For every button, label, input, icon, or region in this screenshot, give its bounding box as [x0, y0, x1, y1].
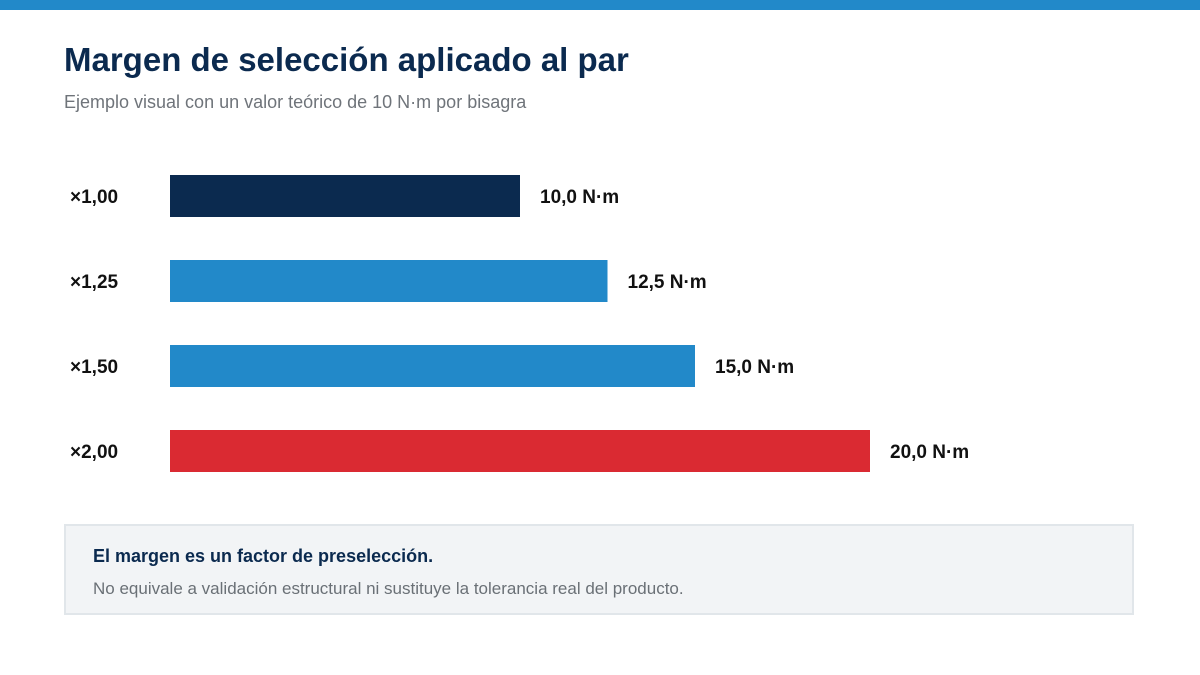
torque-margin-bar-chart: ×1,00 10,0 N·m ×1,25 12,5 N·m ×1,50 15,0 N·m ×…	[70, 175, 969, 472]
category-label: ×2,00	[70, 442, 118, 463]
note-body: No equivale a validación estructural ni …	[93, 579, 684, 598]
value-label: 20,0 N·m	[890, 442, 969, 463]
category-label: ×1,25	[70, 272, 119, 293]
value-label: 15,0 N·m	[715, 357, 794, 378]
note-box: El margen es un factor de preselección. …	[64, 524, 1134, 615]
bar	[170, 430, 870, 472]
category-label: ×1,50	[70, 357, 118, 378]
page-subtitle: Ejemplo visual con un valor teórico de 1…	[64, 92, 527, 112]
top-accent-bar	[0, 0, 1200, 10]
bar	[170, 345, 695, 387]
category-label: ×1,00	[70, 187, 118, 208]
value-label: 10,0 N·m	[540, 187, 619, 208]
bar	[170, 260, 608, 302]
note-heading: El margen es un factor de preselección.	[93, 546, 434, 566]
page-title: Margen de selección aplicado al par	[64, 41, 629, 78]
value-label: 12,5 N·m	[628, 272, 707, 293]
bar	[170, 175, 520, 217]
